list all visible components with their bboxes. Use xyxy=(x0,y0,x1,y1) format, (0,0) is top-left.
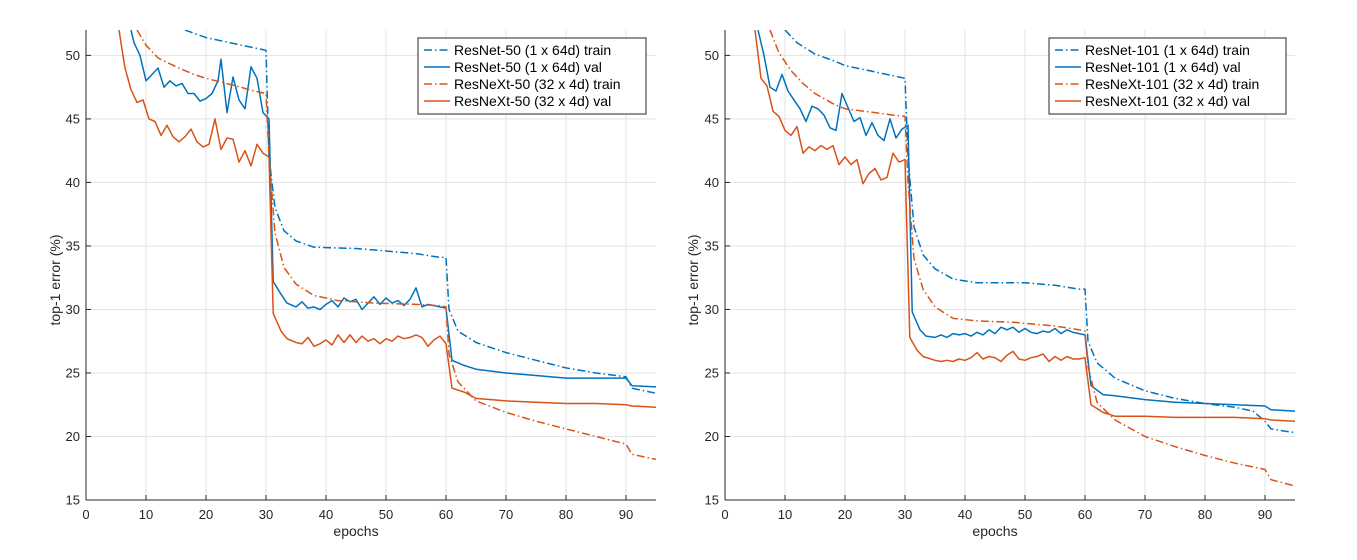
series-line-3 xyxy=(136,30,656,461)
y-tick-label: 45 xyxy=(705,111,719,126)
series-line-1 xyxy=(784,30,1295,434)
y-tick-label: 30 xyxy=(66,302,80,317)
legend-entry: ResNeXt-101 (32 x 4d) train xyxy=(1085,76,1259,92)
y-tick-label: 25 xyxy=(66,365,80,380)
y-tick-label: 15 xyxy=(705,493,719,508)
x-tick-label: 60 xyxy=(439,507,453,522)
x-tick-label: 80 xyxy=(1198,507,1212,522)
x-tick-label: 10 xyxy=(778,507,792,522)
x-tick-label: 0 xyxy=(82,507,89,522)
x-tick-label: 10 xyxy=(139,507,153,522)
x-tick-label: 70 xyxy=(499,507,513,522)
y-tick-label: 30 xyxy=(705,302,719,317)
y-tick-label: 20 xyxy=(705,429,719,444)
x-axis-label: epochs xyxy=(972,523,1017,539)
chart-panel-2: 15 20 25 30 35 40 45 50 0 10 20 30 40 50 60 70 80 90 epoch… xyxy=(685,30,1295,539)
legend-entry: ResNet-101 (1 x 64d) train xyxy=(1085,42,1250,58)
x-tick-label: 90 xyxy=(619,507,633,522)
y-tick-label: 15 xyxy=(66,493,80,508)
series-line-3 xyxy=(769,30,1295,487)
y-tick-label: 25 xyxy=(705,365,719,380)
legend-entry: ResNeXt-101 (32 x 4d) val xyxy=(1085,93,1250,109)
x-tick-label: 50 xyxy=(379,507,393,522)
y-tick-label: 35 xyxy=(66,238,80,253)
y-tick-label: 40 xyxy=(66,175,80,190)
y-tick-label: 35 xyxy=(705,238,719,253)
legend-entry: ResNet-101 (1 x 64d) val xyxy=(1085,59,1241,75)
legend-entry: ResNet-50 (1 x 64d) train xyxy=(454,42,611,58)
y-tick-label: 20 xyxy=(66,429,80,444)
x-tick-label: 0 xyxy=(721,507,728,522)
x-tick-label: 20 xyxy=(199,507,213,522)
x-tick-label: 40 xyxy=(319,507,333,522)
y-tick-label: 45 xyxy=(66,111,80,126)
x-tick-label: 40 xyxy=(958,507,972,522)
y-axis-label: top-1 error (%) xyxy=(685,234,701,325)
legend-entry: ResNeXt-50 (32 x 4d) train xyxy=(454,76,621,92)
legend-entry: ResNeXt-50 (32 x 4d) val xyxy=(454,93,611,109)
legend-box xyxy=(417,37,647,115)
y-tick-label: 50 xyxy=(705,48,719,63)
series-line-4 xyxy=(118,30,656,409)
legend-box xyxy=(1048,37,1287,115)
x-tick-label: 80 xyxy=(559,507,573,522)
x-tick-label: 20 xyxy=(838,507,852,522)
x-tick-label: 90 xyxy=(1258,507,1272,522)
y-tick-label: 50 xyxy=(66,48,80,63)
x-tick-label: 30 xyxy=(898,507,912,522)
y-tick-label: 40 xyxy=(705,175,719,190)
series-line-2 xyxy=(757,30,1295,412)
x-tick-label: 70 xyxy=(1138,507,1152,522)
x-tick-label: 50 xyxy=(1018,507,1032,522)
y-axis-label: top-1 error (%) xyxy=(47,234,63,325)
series-line-4 xyxy=(754,30,1295,422)
x-tick-label: 30 xyxy=(259,507,273,522)
series-line-2 xyxy=(130,30,656,388)
x-axis-label: epochs xyxy=(333,523,378,539)
x-tick-label: 60 xyxy=(1078,507,1092,522)
series-line-1 xyxy=(184,30,656,395)
chart-panel-1: 15 20 25 30 35 40 45 50 0 10 20 30 40 50 60 70 80 90 epoch… xyxy=(47,30,656,539)
legend-entry: ResNet-50 (1 x 64d) val xyxy=(454,59,602,75)
